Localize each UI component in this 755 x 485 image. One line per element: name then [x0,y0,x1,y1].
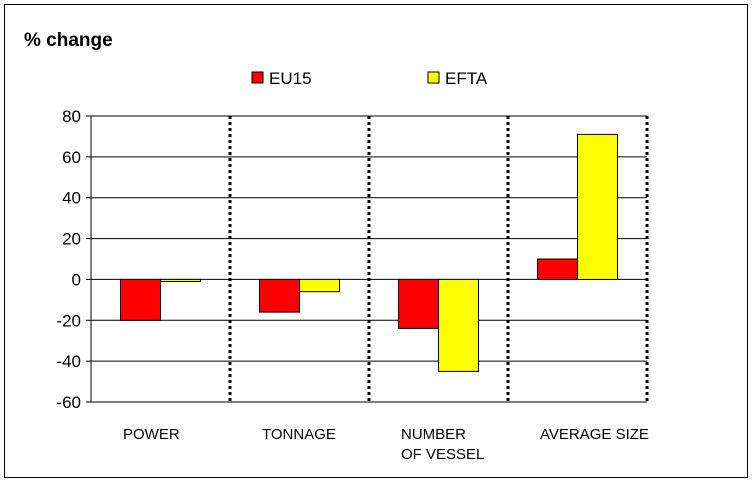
x-category-label: POWER [123,426,180,443]
x-category-label: AVERAGE SIZE [540,426,649,443]
legend-label-efta: EFTA [445,69,488,88]
y-tick-label: 0 [72,270,81,289]
y-tick-labels: 80 60 40 20 0 -20 -40 -60 [56,107,81,412]
bar-efta-2 [438,278,479,372]
legend: EU15 EFTA [251,69,488,88]
x-category-labels: POWER TONNAGE NUMBER OF VESSEL AVERAGE SIZE [123,426,649,463]
y-tick-label: -20 [56,311,81,330]
bar-eu15-0 [120,278,161,321]
y-tick-label: 80 [62,107,81,126]
y-tick-label: -40 [56,352,81,371]
y-tick-label: -60 [56,393,81,412]
bar-eu15-3 [537,258,578,280]
legend-swatch-eu15 [251,71,264,84]
bars [120,133,618,372]
legend-swatch-efta [427,71,440,84]
bar-efta-0 [160,278,201,282]
bar-eu15-1 [259,278,300,313]
chart-frame: % change EU15 EFTA 80 60 40 20 0 -20 -40 -60 POW… [4,4,748,478]
chart-title: % change [24,30,113,51]
legend-label-eu15: EU15 [269,69,312,88]
y-tick-label: 40 [62,189,81,208]
bar-efta-1 [299,278,340,293]
x-category-label: OF VESSEL [401,446,484,463]
y-tick-label: 60 [62,148,81,167]
bar-efta-3 [577,133,618,280]
y-tick-label: 20 [62,230,81,249]
y-axis [86,115,92,403]
bar-eu15-2 [398,278,439,329]
x-category-label: TONNAGE [262,426,336,443]
x-category-label: NUMBER [401,426,466,443]
bar-chart: % change EU15 EFTA 80 60 40 20 0 -20 -40 -60 POW… [24,30,649,463]
